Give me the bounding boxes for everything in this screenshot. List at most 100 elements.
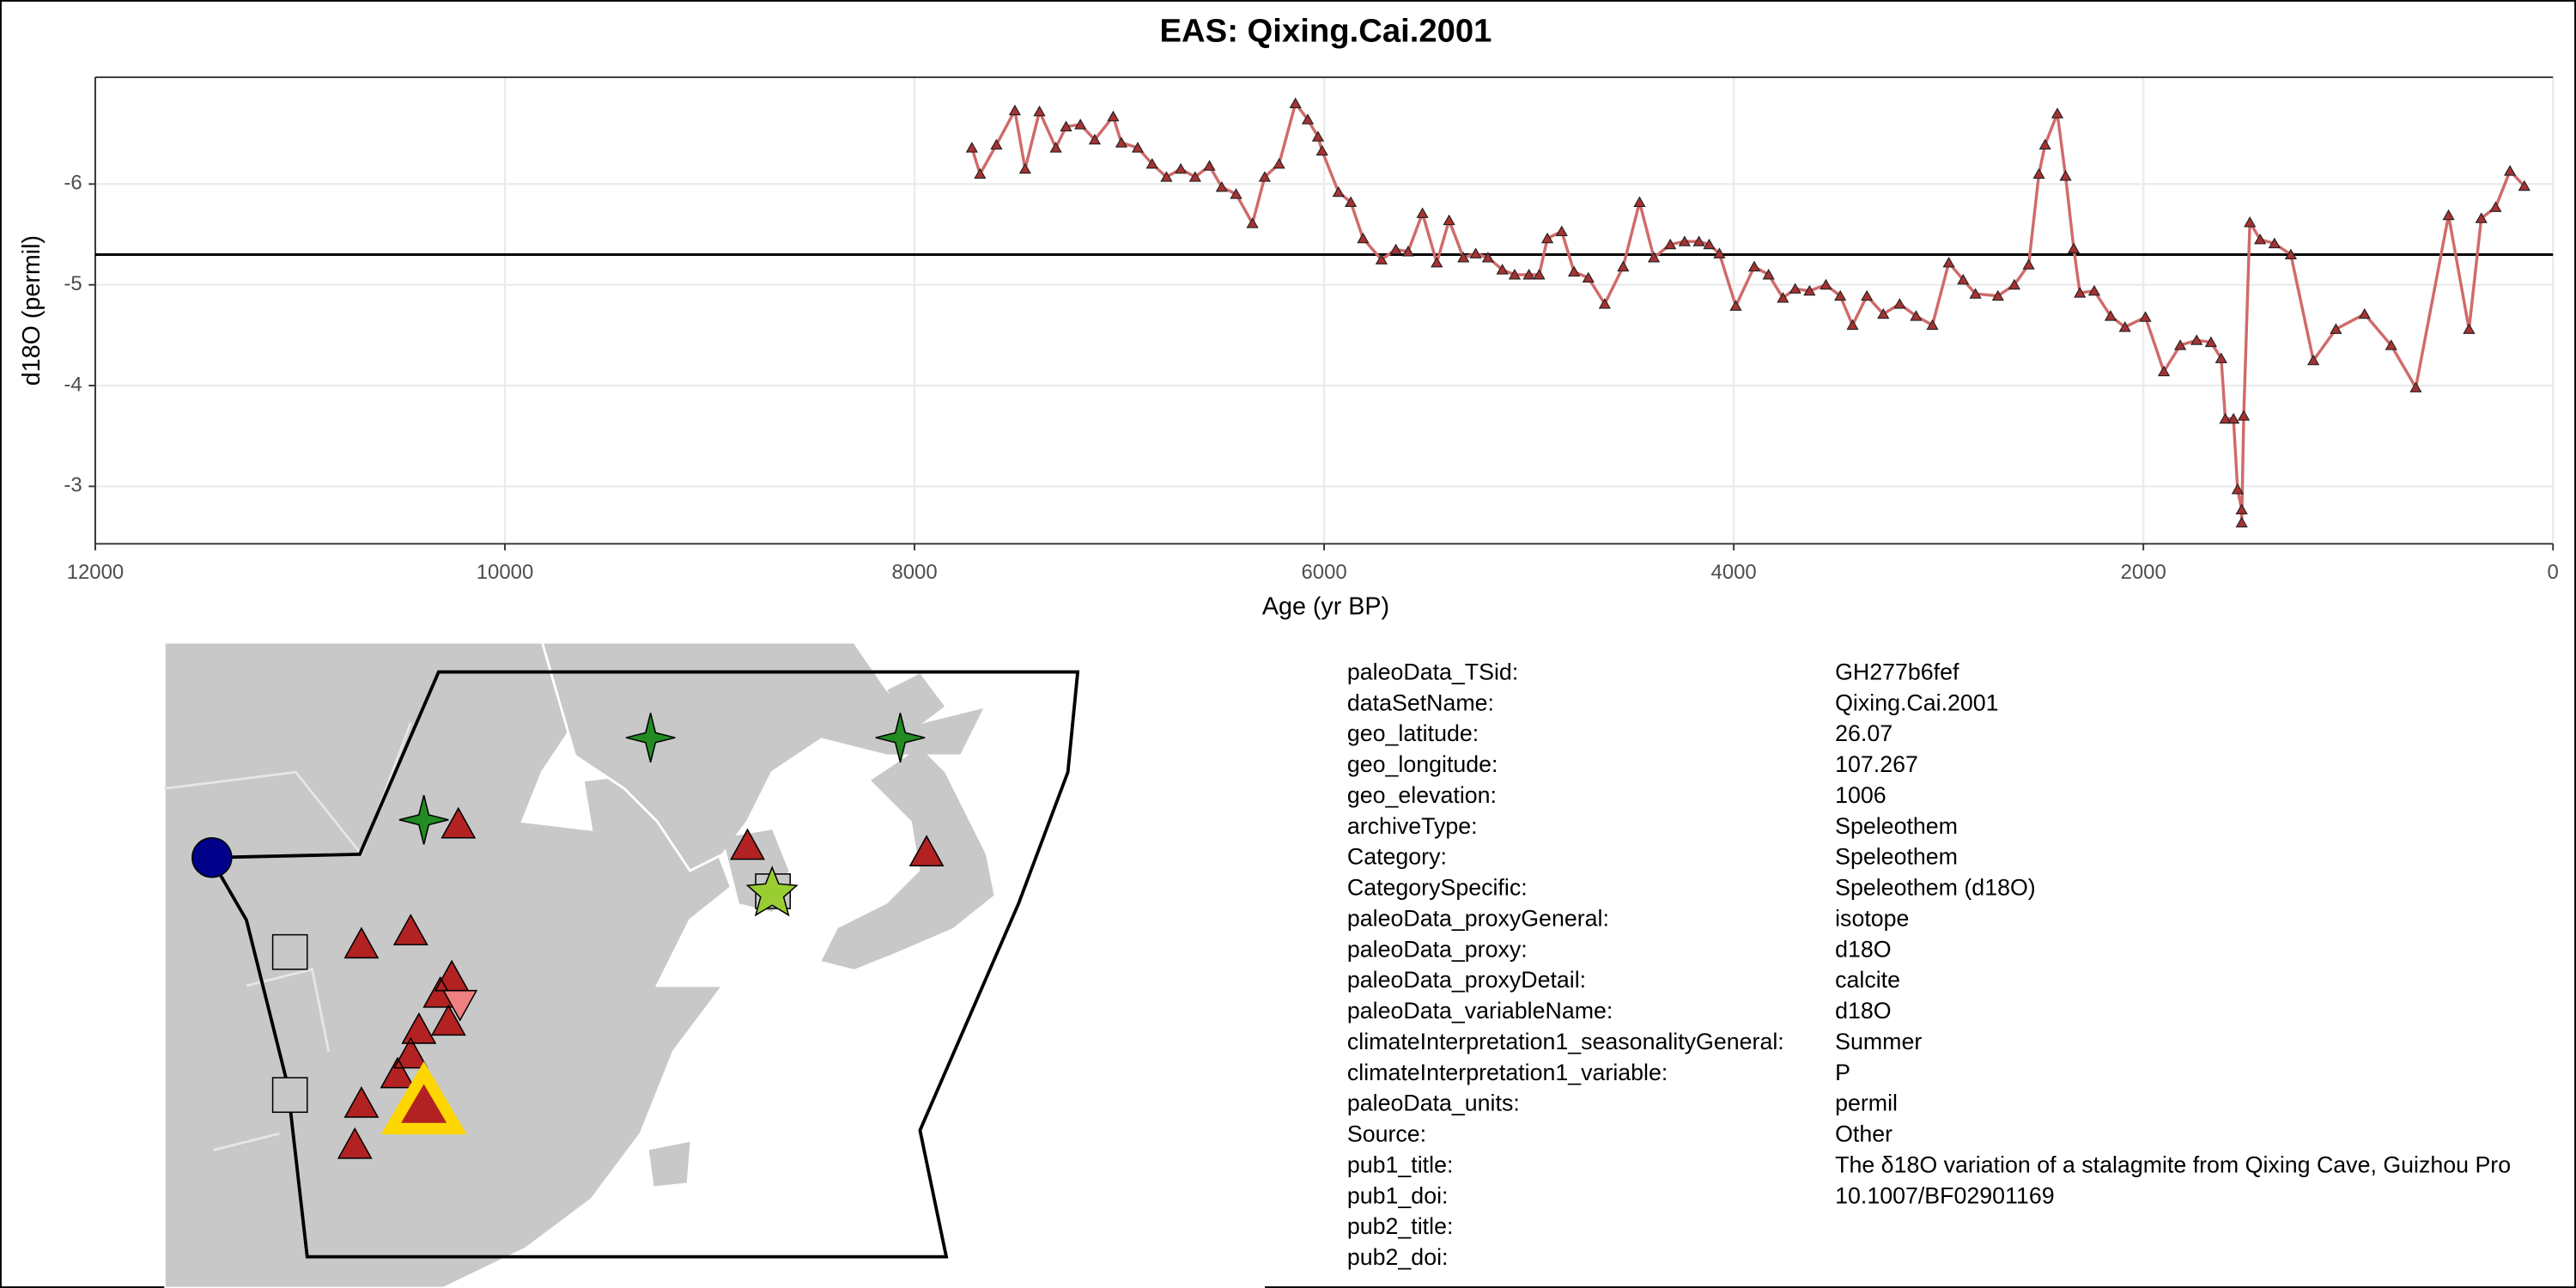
site-marker (745, 866, 799, 917)
site-marker (442, 989, 478, 1022)
data-point (2442, 209, 2455, 221)
metadata-key: paleoData_proxyDetail: (1347, 967, 1586, 993)
data-point (1258, 171, 1272, 182)
data-point (1357, 232, 1370, 244)
metadata-key: paleoData_variableName: (1347, 998, 1613, 1024)
hokkaido (887, 673, 945, 732)
metadata-value: isotope (1835, 906, 1909, 932)
data-point (2008, 278, 2021, 290)
data-point (1692, 235, 1705, 246)
metadata-key: pub1_title: (1347, 1151, 1454, 1177)
metadata-value: Summer (1835, 1029, 1922, 1054)
data-point (2190, 334, 2203, 345)
data-point (2409, 381, 2422, 392)
data-point (2307, 354, 2320, 366)
data-point (1633, 196, 1646, 207)
data-point (2067, 242, 2081, 253)
metadata-key: pub2_doi: (1347, 1244, 1449, 1270)
data-point (2504, 165, 2517, 176)
data-point (1820, 278, 1832, 290)
plot-area: 12000 10000 8000 6000 4000 2000 0 -6 -5 -4 -3 (64, 76, 2559, 584)
data-point (1115, 137, 1128, 148)
metadata-value: Speleothem (1835, 844, 1958, 870)
data-point (1443, 214, 1455, 226)
x-tick-label: 2000 (2121, 561, 2166, 584)
data-point (2227, 412, 2240, 424)
y-tick-label: -5 (64, 272, 82, 295)
data-point (1969, 288, 1982, 299)
data-point (2385, 339, 2397, 350)
metadata-key: Source: (1347, 1121, 1426, 1147)
y-axis-label: d18O (permil) (18, 235, 46, 386)
data-point (2268, 237, 2281, 249)
y-tick-label: -4 (64, 373, 82, 396)
data-point (1664, 238, 1677, 250)
data-point (1332, 185, 1345, 197)
metadata-key: CategorySpecific: (1347, 875, 1528, 901)
data-point (1008, 104, 1022, 116)
data-point (1431, 256, 1443, 268)
data-point (1703, 238, 1716, 250)
data-point (1877, 307, 1890, 319)
data-point (1957, 273, 1970, 285)
data-point (1747, 260, 1761, 272)
data-point (1789, 283, 1801, 294)
metadata-value: GH277b6fef (1835, 659, 1959, 685)
data-point (2254, 233, 2267, 245)
data-point (2174, 339, 2187, 350)
data-point (1175, 162, 1188, 174)
data-point (2463, 323, 2476, 334)
data-point (1567, 265, 1581, 276)
data-point (2204, 336, 2218, 348)
data-point (1230, 188, 1242, 199)
data-point (2215, 352, 2227, 363)
region-outline (207, 670, 1080, 1259)
data-point (1145, 157, 1158, 169)
data-point (1834, 289, 1847, 301)
data-point (1416, 207, 1429, 218)
data-point (1315, 144, 1328, 156)
data-point (1729, 300, 1742, 311)
data-point (1496, 264, 1509, 275)
data-point (2244, 216, 2257, 228)
metadata-key: geo_elevation: (1347, 782, 1497, 808)
metadata-value: d18O (1835, 998, 1891, 1024)
data-point (2284, 248, 2298, 260)
metadata-key: pub1_doi: (1347, 1182, 1449, 1208)
data-point (1188, 171, 1201, 182)
y-tick-label: -3 (64, 474, 82, 497)
japan (821, 747, 994, 969)
data-point (1273, 157, 1285, 169)
data-point (1375, 253, 1388, 264)
data-point (1598, 298, 1611, 309)
metadata-value: Qixing.Cai.2001 (1835, 690, 1998, 715)
data-point (1533, 269, 1546, 280)
data-point (1060, 120, 1072, 131)
metadata-value: calcite (1835, 967, 1900, 993)
metadata-value: d18O (1835, 936, 1891, 962)
site-marker (271, 933, 308, 970)
metadata-value: P (1835, 1060, 1850, 1085)
data-point (2074, 287, 2087, 298)
data-point (1910, 310, 1923, 321)
site-marker (398, 713, 926, 845)
data-point (1160, 171, 1173, 182)
metadata-value: Other (1835, 1121, 1893, 1147)
metadata-value: 107.267 (1835, 751, 1918, 777)
data-point (1401, 246, 1414, 257)
x-tick-label: 10000 (477, 561, 533, 584)
metadata-value: permil (1835, 1091, 1898, 1116)
data-point (2022, 258, 2035, 270)
data-point (1088, 133, 1102, 145)
data-point (1540, 232, 1554, 244)
data-point (1777, 292, 1789, 303)
data-point (965, 142, 978, 153)
data-point (2087, 284, 2101, 296)
data-point (2235, 503, 2248, 514)
data-point (1861, 289, 1874, 301)
data-point (1893, 298, 1906, 309)
data-point (2032, 167, 2045, 179)
data-point (1344, 196, 1358, 207)
data-point (990, 138, 1003, 150)
metadata-key: dataSetName: (1347, 690, 1494, 715)
